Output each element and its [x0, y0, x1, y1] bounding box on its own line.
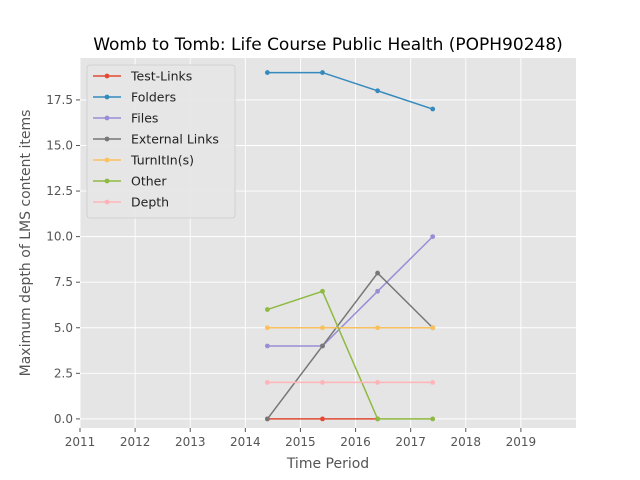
- x-tick-label: 2013: [175, 435, 206, 449]
- chart-title: Womb to Tomb: Life Course Public Health …: [93, 35, 563, 55]
- data-point-external-links: [264, 416, 270, 422]
- y-tick-label: 2.5: [54, 366, 73, 380]
- y-tick-label: 5.0: [54, 321, 73, 335]
- legend-item: TurnItIn(s): [93, 153, 194, 168]
- legend-label: Files: [131, 111, 158, 126]
- data-point-depth: [430, 380, 436, 385]
- x-tick-label: 2018: [451, 435, 482, 449]
- data-point-turnitin-s: [430, 325, 436, 331]
- data-point-folders: [264, 70, 270, 75]
- data-point-files: [264, 343, 270, 349]
- legend-item: Depth: [93, 195, 169, 210]
- legend-swatch-marker: [104, 73, 110, 79]
- y-tick-label: 0.0: [54, 412, 73, 426]
- data-point-turnitin-s: [264, 325, 270, 331]
- x-tick-label: 2015: [285, 435, 316, 449]
- data-point-depth: [375, 380, 380, 385]
- data-point-test-links: [320, 416, 325, 422]
- data-point-other: [264, 307, 270, 312]
- legend-item: Files: [93, 111, 158, 126]
- data-point-other: [430, 416, 436, 422]
- y-tick-label: 12.5: [46, 184, 73, 198]
- legend-item: Other: [93, 174, 167, 189]
- x-axis-ticks: 2011 2012 2013 2014 2015 2016 2017 2018 2019: [65, 428, 536, 449]
- x-axis-label: Time Period: [286, 456, 369, 472]
- legend-label: External Links: [131, 132, 219, 147]
- data-point-folders: [430, 106, 436, 112]
- legend-item: Test-Links: [93, 69, 192, 84]
- data-point-folders: [375, 88, 380, 94]
- legend-label: Test-Links: [130, 69, 192, 84]
- legend-swatch-marker: [104, 115, 110, 121]
- data-point-other: [375, 416, 380, 422]
- legend-swatch-marker: [104, 136, 110, 142]
- data-point-files: [375, 288, 380, 294]
- legend-swatch-marker: [104, 178, 110, 184]
- x-tick-label: 2012: [120, 435, 151, 449]
- series-layer: [264, 70, 436, 422]
- data-point-files: [430, 234, 436, 240]
- data-point-external-links: [375, 270, 380, 276]
- legend-swatch-marker: [104, 157, 110, 163]
- data-point-turnitin-s: [375, 325, 380, 331]
- data-point-external-links: [320, 343, 325, 349]
- legend-swatch-marker: [104, 199, 110, 205]
- legend-swatch-marker: [104, 94, 110, 100]
- series-turnitin-s: [264, 325, 436, 331]
- y-tick-label: 15.0: [46, 138, 73, 152]
- series-other: [264, 288, 436, 422]
- y-axis-label: Maximum depth of LMS content items: [18, 110, 34, 377]
- y-tick-label: 7.5: [54, 275, 73, 289]
- series-depth: [264, 380, 436, 385]
- legend-item: External Links: [93, 132, 219, 147]
- x-tick-label: 2017: [395, 435, 426, 449]
- data-point-depth: [320, 380, 325, 385]
- series-line-files: [267, 236, 434, 347]
- series-folders: [264, 70, 436, 112]
- y-axis-ticks: 0.0 2.5 5.0 7.5 10.0 12.5 15.0 17.5: [46, 93, 80, 426]
- legend-box: [86, 64, 236, 219]
- y-tick-label: 10.0: [46, 230, 73, 244]
- legend-label: Depth: [131, 195, 169, 210]
- legend-label: Other: [131, 174, 167, 189]
- data-point-depth: [264, 380, 270, 385]
- x-tick-label: 2019: [506, 435, 537, 449]
- legend-label: Folders: [131, 90, 176, 105]
- series-line-other: [267, 290, 433, 420]
- x-tick-label: 2014: [230, 435, 261, 449]
- series-line-folders: [267, 71, 433, 110]
- x-tick-label: 2016: [340, 435, 371, 449]
- legend-item: Folders: [93, 90, 176, 105]
- y-tick-label: 17.5: [46, 93, 73, 107]
- data-point-other: [320, 288, 325, 294]
- data-point-turnitin-s: [320, 325, 325, 331]
- legend: Test-Links Folders Files External Links Turn…: [86, 64, 236, 219]
- x-tick-label: 2011: [65, 435, 96, 449]
- data-point-folders: [320, 70, 325, 75]
- legend-label: TurnItIn(s): [130, 153, 194, 168]
